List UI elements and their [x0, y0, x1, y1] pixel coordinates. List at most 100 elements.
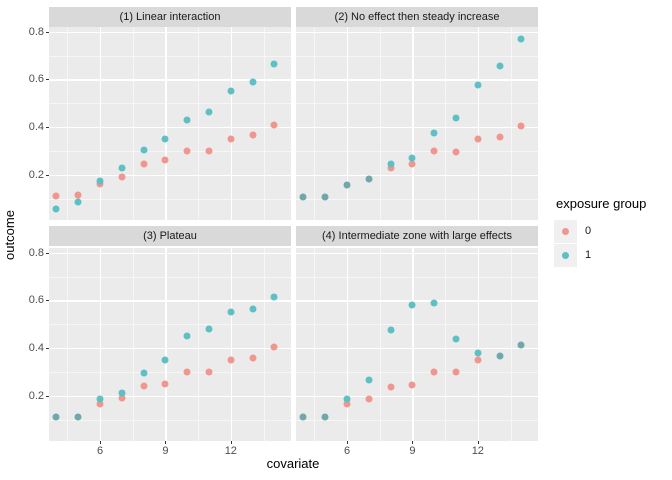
data-point: [227, 87, 235, 95]
minor-gridline: [296, 324, 538, 326]
facet-strip-2: (2) No effect then steady increase: [296, 7, 538, 27]
minor-gridline: [49, 150, 291, 152]
major-gridline: [49, 31, 291, 34]
data-point: [408, 160, 416, 168]
facet-strip-1: (1) Linear interaction: [49, 7, 291, 27]
data-point: [96, 400, 104, 408]
data-point: [96, 177, 104, 185]
data-point: [517, 122, 525, 130]
major-gridline: [49, 252, 291, 255]
y-tick-label: 0.6: [28, 294, 44, 307]
major-gridline: [477, 27, 480, 220]
data-point: [452, 114, 460, 122]
data-point: [517, 341, 525, 349]
data-point: [227, 308, 235, 316]
legend-entry-group-0: 0: [554, 219, 670, 243]
major-gridline: [477, 248, 480, 441]
data-point: [321, 413, 329, 421]
data-point: [270, 60, 278, 68]
y-tick-mark: [46, 252, 49, 254]
data-point: [183, 332, 191, 340]
data-point: [140, 146, 148, 154]
data-point: [140, 382, 148, 390]
minor-gridline: [263, 248, 265, 441]
major-gridline: [100, 248, 102, 441]
data-point: [205, 368, 213, 376]
data-point: [52, 205, 60, 213]
data-point: [183, 368, 191, 376]
minor-gridline: [49, 324, 291, 326]
data-point: [140, 160, 148, 168]
x-tick-label: 12: [224, 445, 237, 457]
minor-gridline: [198, 27, 199, 220]
data-point: [430, 129, 438, 137]
data-point: [118, 394, 126, 402]
data-point: [517, 35, 525, 43]
legend-key-box: [554, 219, 577, 243]
data-point: [205, 108, 213, 116]
data-point: [249, 131, 257, 139]
data-point: [387, 164, 395, 172]
y-tick-mark: [46, 348, 49, 350]
major-gridline: [412, 27, 414, 220]
data-point: [343, 395, 351, 403]
minor-gridline: [296, 371, 538, 373]
y-tick-mark: [46, 395, 49, 397]
major-gridline: [412, 248, 414, 441]
x-tick-label: 9: [409, 445, 416, 457]
x-tick-mark: [165, 441, 167, 444]
major-gridline: [49, 300, 291, 302]
minor-gridline: [49, 198, 291, 200]
data-point: [430, 299, 438, 307]
data-point: [430, 147, 438, 155]
minor-gridline: [49, 419, 291, 421]
major-gridline: [296, 252, 538, 255]
minor-gridline: [314, 248, 316, 441]
minor-gridline: [132, 27, 134, 220]
major-gridline: [347, 248, 349, 441]
data-point: [96, 395, 104, 403]
minor-gridline: [445, 248, 446, 441]
x-tick-mark: [100, 441, 102, 444]
data-point: [118, 389, 126, 397]
facet-panel-4: [296, 248, 538, 441]
minor-gridline: [49, 276, 291, 278]
data-point: [74, 191, 82, 199]
data-point: [161, 356, 169, 364]
major-gridline: [296, 31, 538, 34]
minor-gridline: [67, 248, 69, 441]
group-1-dot-icon: [562, 251, 569, 259]
data-point: [270, 343, 278, 351]
major-gridline: [296, 348, 538, 350]
data-point: [299, 193, 307, 201]
y-tick-label: 0.2: [28, 389, 44, 402]
data-point: [140, 369, 148, 377]
data-point: [365, 175, 373, 183]
facet-strip-4: (4) Intermediate zone with large effects: [296, 226, 538, 246]
legend-key-box: [554, 243, 577, 267]
data-point: [270, 121, 278, 129]
major-gridline: [165, 248, 167, 441]
data-point: [321, 193, 329, 201]
minor-gridline: [198, 248, 199, 441]
x-tick-label: 12: [471, 445, 484, 457]
x-tick-label: 9: [162, 445, 169, 457]
x-tick-label: 6: [343, 445, 351, 457]
major-gridline: [296, 127, 538, 129]
data-point: [52, 192, 60, 200]
data-point: [387, 326, 395, 334]
minor-gridline: [67, 27, 69, 220]
y-tick-label: 0.4: [28, 342, 44, 355]
x-axis-title: covariate: [266, 456, 320, 471]
facet-panel-3: [49, 248, 291, 441]
major-gridline: [49, 395, 291, 398]
legend-label-0: 0: [585, 225, 592, 237]
data-point: [74, 413, 82, 421]
y-tick-label: 0.8: [28, 246, 44, 259]
data-point: [474, 135, 482, 143]
data-point: [205, 147, 213, 155]
minor-gridline: [296, 419, 538, 421]
major-gridline: [296, 79, 538, 81]
data-point: [205, 325, 213, 333]
